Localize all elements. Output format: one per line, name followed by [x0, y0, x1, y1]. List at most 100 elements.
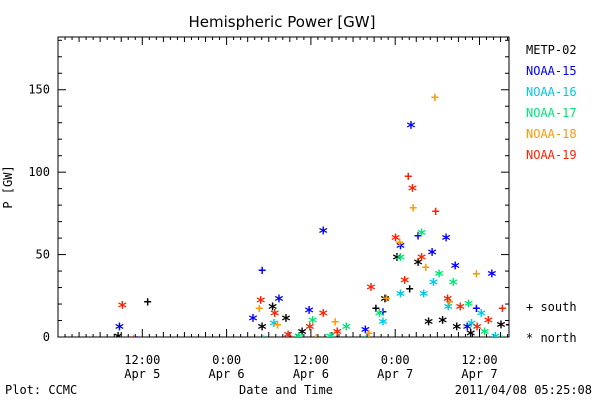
data-point-noaa-18: + — [255, 302, 263, 317]
data-point-noaa-15: * — [450, 259, 460, 279]
data-point-noaa-16: * — [443, 300, 453, 320]
data-point-metp-02: * — [413, 256, 423, 276]
data-point-noaa-18: + — [551, 359, 559, 374]
data-point-noaa-15: * — [596, 350, 600, 370]
data-point-metp-02: * — [452, 320, 462, 340]
data-point-noaa-15: * — [427, 246, 437, 266]
data-point-noaa-17: * — [308, 313, 318, 333]
data-point-noaa-19: * — [270, 307, 280, 327]
data-point-noaa-16: * — [269, 317, 279, 337]
data-point-noaa-18: + — [579, 358, 587, 373]
y-axis: 0 50 100 150 — [28, 39, 509, 344]
x-tick-label-date: Apr 7 — [461, 367, 497, 381]
data-point-metp-02: * — [332, 333, 342, 353]
data-point-noaa-17: * — [480, 325, 490, 345]
x-axis-label: Date and Time — [239, 383, 333, 397]
chart-title: Hemispheric Power [GW] — [189, 13, 376, 31]
data-point-noaa-16: * — [532, 356, 542, 376]
data-point-noaa-17: * — [416, 226, 426, 246]
data-point-noaa-17: * — [325, 330, 335, 350]
data-point-noaa-17: * — [341, 320, 351, 340]
data-point-metp-02: * — [113, 330, 123, 350]
data-point-noaa-16: * — [395, 287, 405, 307]
data-point-noaa-16: * — [509, 341, 519, 361]
data-point-noaa-15: + — [258, 264, 266, 279]
y-tick-label: 0 — [43, 330, 50, 344]
legend-noaa-15: NOAA-15 — [526, 64, 577, 78]
data-point-noaa-15: + — [379, 305, 387, 320]
data-point-noaa-15: * — [462, 320, 472, 340]
data-point-noaa-19: * — [442, 292, 452, 312]
data-point-noaa-19: + — [432, 204, 440, 219]
y-tick-label: 150 — [28, 83, 50, 97]
data-point-noaa-16: * — [353, 350, 363, 370]
data-point-noaa-19: * — [305, 320, 315, 340]
data-point-noaa-18: + — [312, 331, 320, 346]
data-point-metp-02: * — [257, 320, 267, 340]
data-point-noaa-16: * — [428, 275, 438, 295]
data-point-noaa-15: + — [472, 302, 480, 317]
data-point-noaa-18: + — [274, 318, 282, 333]
data-point-metp-02: * — [244, 346, 254, 366]
data-point-noaa-15: * — [360, 323, 370, 343]
data-point-noaa-15: * — [508, 325, 518, 345]
data-point-noaa-18: + — [396, 236, 404, 251]
data-point-noaa-15: * — [567, 353, 577, 373]
data-point-noaa-19: * — [185, 358, 195, 378]
data-point-noaa-17: * — [294, 330, 304, 350]
data-point-noaa-15: * — [114, 320, 124, 340]
data-point-metp-02: * — [392, 251, 402, 271]
marker-legend-south: + south — [526, 300, 577, 314]
data-point-noaa-17: * — [567, 356, 577, 376]
legend-noaa-16: NOAA-16 — [526, 85, 577, 99]
data-point-noaa-17: * — [448, 275, 458, 295]
data-point-metp-02: * — [281, 312, 291, 332]
data-point-noaa-18: + — [175, 358, 183, 373]
data-point-metp-02: + — [144, 295, 152, 310]
x-tick-label-time: 12:00 — [124, 353, 160, 367]
data-point-noaa-19: * — [532, 346, 542, 366]
data-point-noaa-19: * — [366, 280, 376, 300]
data-point-noaa-19: * — [416, 251, 426, 271]
data-point-noaa-19: * — [407, 181, 417, 201]
data-point-metp-02: + — [406, 282, 414, 297]
data-point-metp-02: * — [496, 318, 506, 338]
y-tick-label: 50 — [36, 248, 50, 262]
series-legend: METP-02 NOAA-15 NOAA-16 NOAA-17 NOAA-18 NOAA-… — [526, 43, 577, 162]
data-point-noaa-16: * — [476, 307, 486, 327]
data-point-noaa-16: * — [199, 359, 209, 379]
data-point-noaa-19: * — [390, 231, 400, 251]
y-axis-label: P [GW] — [1, 165, 15, 208]
data-point-noaa-17: * — [434, 267, 444, 287]
data-point-noaa-17: * — [395, 251, 405, 271]
data-point-metp-02: + — [372, 302, 380, 317]
data-point-metp-02: * — [575, 356, 585, 376]
x-tick-label-date: Apr 6 — [209, 367, 245, 381]
data-point-noaa-18: + — [431, 91, 439, 106]
data-point-noaa-19: * — [472, 320, 482, 340]
data-point-noaa-18: + — [409, 201, 417, 216]
data-point-noaa-16: * — [178, 358, 188, 378]
data-point-noaa-19: + — [498, 302, 506, 317]
data-point-noaa-16: + — [337, 353, 345, 368]
data-point-noaa-15: * — [406, 119, 416, 139]
data-point-noaa-17: * — [543, 354, 553, 374]
data-point-noaa-17: * — [374, 307, 384, 327]
data-point-metp-02: + — [505, 318, 513, 333]
data-point-noaa-18: + — [422, 260, 430, 275]
data-point-noaa-15: + — [330, 348, 338, 363]
x-tick-label-time: 12:00 — [293, 353, 329, 367]
plot-frame — [57, 36, 510, 338]
data-point-metp-02: * — [174, 358, 184, 378]
x-tick-label-date: Apr 6 — [293, 367, 329, 381]
legend-noaa-19: NOAA-19 — [526, 148, 577, 162]
footer-timestamp: 2011/04/08 05:25:08 — [455, 383, 592, 397]
data-point-metp-02: * — [592, 358, 600, 378]
data-point-noaa-15: * — [274, 292, 284, 312]
data-point-noaa-15: + — [133, 333, 141, 348]
data-point-noaa-15: + — [414, 229, 422, 244]
data-point-noaa-16: * — [419, 287, 429, 307]
marker-legend-north: * north — [526, 331, 577, 345]
y-tick-label: 100 — [28, 165, 50, 179]
